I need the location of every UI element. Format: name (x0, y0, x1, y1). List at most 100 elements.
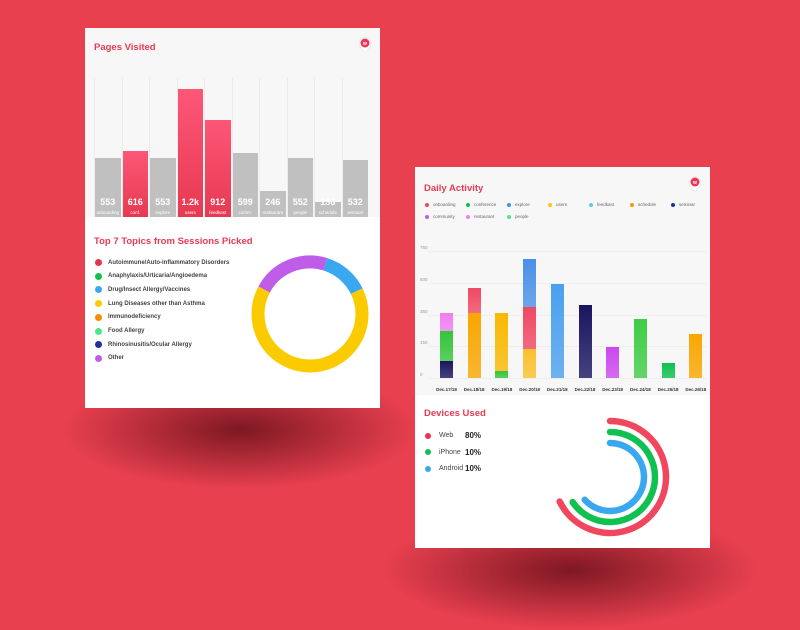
gridline (429, 314, 706, 316)
x-tick-label: Dec.22/18 (574, 387, 596, 392)
bar-column: 599 comm. (231, 78, 260, 217)
topic-label: Drug/Insect Allergy/Vaccines (108, 286, 191, 293)
legend-label: conference (474, 202, 497, 207)
legend-dot-icon (507, 202, 511, 207)
activity-bar[interactable] (661, 362, 675, 378)
legend-dot-icon (95, 313, 102, 321)
device-percent: 10% (465, 464, 482, 473)
bar-segment-seminar (578, 305, 592, 378)
activity-bar[interactable] (550, 284, 564, 378)
bar-segment-onboarding (523, 307, 537, 350)
x-tick-label: Dec.19/18 (491, 387, 513, 392)
bar-label: restaurant (262, 210, 283, 215)
legend-dot-icon (466, 214, 470, 219)
device-ring-iphone[interactable] (569, 428, 659, 526)
bar-label: conf. (130, 210, 141, 215)
page-bar[interactable]: 553 onboarding (95, 157, 121, 217)
activity-bar[interactable] (689, 333, 703, 378)
topic-label: Food Allergy (108, 328, 145, 334)
bar-segment-conference (495, 371, 509, 378)
legend-label: feedkast (597, 202, 615, 207)
bar-column: 532 seminar (341, 78, 370, 217)
topic-label: Rhinosinusitis/Ocular Allergy (108, 341, 192, 348)
bar-label: people (293, 210, 307, 215)
bar-segment-conference (633, 319, 647, 378)
topic-label: Other (108, 355, 125, 362)
pages-visited-chart: 553 onboarding 616 conf. 553 explore 1.2k users… (94, 78, 369, 217)
devices-title: Devices Used (424, 408, 486, 419)
device-ring-android[interactable] (581, 439, 648, 515)
bar-label: users (184, 210, 196, 215)
device-legend-item: Android 10% (425, 464, 481, 473)
activity-bar[interactable] (606, 347, 620, 378)
bar-label: comm. (238, 210, 253, 215)
activity-legend-item: explore (507, 202, 530, 207)
activity-bar[interactable] (495, 312, 509, 378)
location-pin-icon: w (688, 176, 702, 193)
device-ring-web[interactable] (556, 417, 670, 537)
bar-value: 553 (155, 197, 171, 207)
device-label: Android (439, 465, 464, 472)
device-label: iPhone (439, 448, 461, 456)
activity-bar[interactable] (633, 319, 647, 378)
x-tick-label: Dec.20/18 (519, 387, 540, 392)
x-tick-label: Dec.17/18 (436, 387, 457, 392)
page-bar[interactable]: 136 schedule (315, 197, 341, 217)
bar-label: schedule (318, 210, 337, 215)
bar-value: 532 (347, 197, 363, 207)
bar-value: 912 (210, 197, 226, 207)
bar-segment-feedkast (550, 284, 564, 378)
bar-column: 1.2k users (176, 78, 205, 217)
page-bar[interactable]: 599 comm. (232, 152, 258, 217)
page-bar[interactable]: 1.2k users (177, 88, 203, 217)
legend-dot-icon (425, 465, 431, 472)
bar-value: 599 (237, 197, 253, 207)
topic-legend-item: Drug/Insect Allergy/Vaccines (95, 286, 191, 294)
bar-segment-seminar (440, 361, 453, 378)
activity-bar[interactable] (523, 259, 537, 378)
legend-dot-icon (466, 202, 470, 207)
legend-label: people (515, 214, 529, 219)
page-bar[interactable]: 553 explore (150, 157, 176, 217)
activity-legend-item: restaurant (466, 214, 494, 219)
topic-label: Autoimmune/Auto-inflammatory Disorders (108, 259, 230, 266)
gridline (429, 251, 706, 252)
donut-slice[interactable] (323, 258, 363, 295)
daily-card: Daily Activity w onboarding conference exp… (415, 167, 710, 548)
device-legend-item: iPhone 10% (425, 448, 481, 457)
x-tick-label: Dec.25/18 (657, 387, 679, 392)
activity-legend-item: onboarding (425, 202, 456, 207)
bar-segment-conference (440, 331, 453, 362)
legend-dot-icon (95, 286, 102, 294)
legend-label: restaurant (474, 214, 495, 219)
page-bar[interactable]: 532 seminar (342, 160, 368, 217)
x-tick-label: Dec.24/18 (630, 387, 651, 392)
gridline (429, 282, 706, 284)
topic-label: Immunodeficiency (108, 314, 161, 321)
page-bar[interactable]: 246 restaurant (260, 190, 286, 217)
activity-bar[interactable] (578, 305, 592, 378)
y-tick-label: 750 (420, 245, 428, 250)
page-bar[interactable]: 616 conf. (122, 151, 148, 217)
gridline (429, 346, 706, 348)
activity-bar[interactable] (440, 313, 453, 378)
y-tick-label: 0 (420, 372, 423, 377)
gridline (429, 378, 706, 379)
bar-column: 616 conf. (121, 78, 150, 217)
legend-dot-icon (95, 259, 102, 266)
legend-label: explore (515, 202, 530, 207)
activity-bar[interactable] (467, 287, 481, 378)
topic-label: Lung Diseases other than Asthma (108, 300, 205, 307)
y-tick-label: 500 (420, 276, 428, 282)
bar-column: 136 schedule (314, 78, 342, 217)
donut-slice[interactable] (258, 255, 328, 293)
device-legend-item: Web 80% (425, 431, 481, 440)
legend-dot-icon (95, 327, 102, 335)
bar-value: 616 (127, 197, 143, 207)
page-bar[interactable]: 552 people (287, 157, 313, 217)
donut-slice[interactable] (251, 286, 369, 373)
x-tick-label: Dec.21/18 (546, 387, 568, 392)
page-bar[interactable]: 912 feedkast (205, 119, 231, 217)
topic-legend-item: Lung Diseases other than Asthma (95, 300, 205, 308)
bar-label: feedkast (209, 210, 227, 215)
